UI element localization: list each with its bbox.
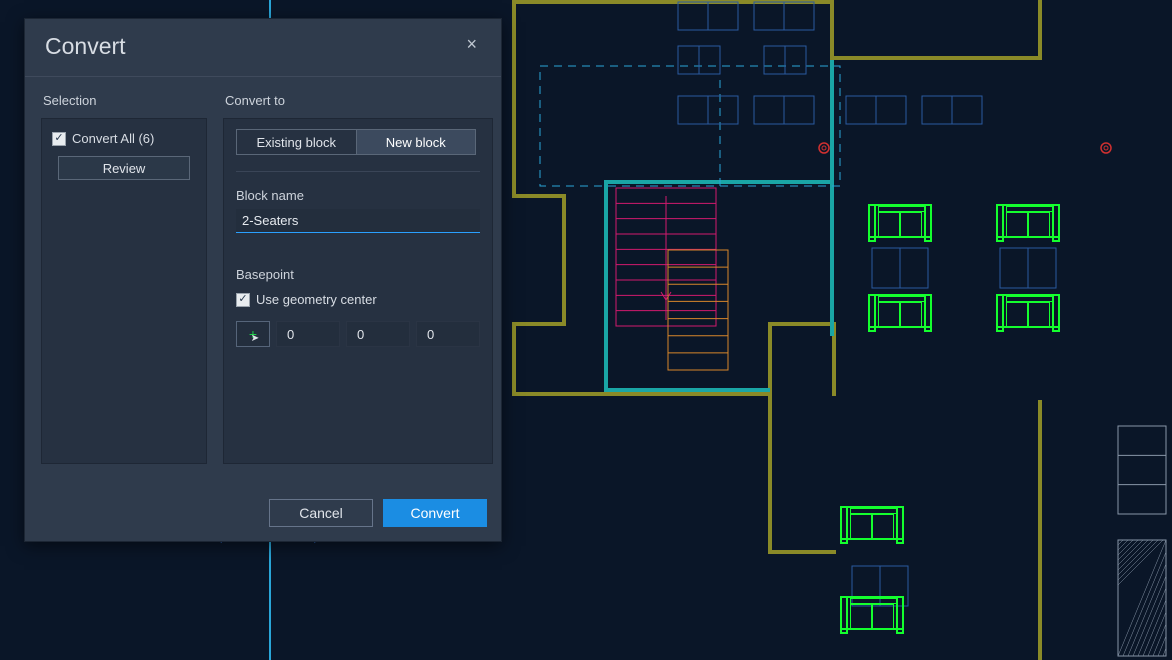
- use-geometry-center-checkbox[interactable]: ✓ Use geometry center: [236, 288, 480, 313]
- block-name-label: Block name: [236, 188, 480, 203]
- block-type-tabs: Existing block New block: [236, 129, 476, 155]
- cancel-button[interactable]: Cancel: [269, 499, 373, 527]
- dialog-header: Convert ×: [25, 19, 501, 77]
- checkmark-icon: ✓: [236, 293, 250, 307]
- pick-point-button[interactable]: + ➤: [236, 321, 270, 347]
- dialog-body: Selection ✓ Convert All (6) Review Conve…: [25, 77, 501, 489]
- close-icon[interactable]: ×: [462, 33, 481, 55]
- coord-x[interactable]: 0: [276, 321, 340, 347]
- convert-all-label: Convert All (6): [72, 131, 154, 146]
- basepoint-label: Basepoint: [236, 267, 480, 282]
- dialog-title: Convert: [45, 33, 126, 60]
- selected-sofa[interactable]: [840, 506, 904, 540]
- selected-sofa[interactable]: [996, 294, 1060, 328]
- selected-sofa[interactable]: [868, 204, 932, 238]
- basepoint-row: + ➤ 0 0 0: [236, 321, 480, 347]
- selected-sofa[interactable]: [996, 204, 1060, 238]
- review-button[interactable]: Review: [58, 156, 190, 180]
- tab-existing-block[interactable]: Existing block: [236, 129, 356, 155]
- use-center-label: Use geometry center: [256, 292, 377, 307]
- selected-sofa[interactable]: [868, 294, 932, 328]
- checkmark-icon: ✓: [52, 132, 66, 146]
- dialog-footer: Cancel Convert: [25, 489, 501, 541]
- cursor-arrow-icon: ➤: [251, 333, 259, 344]
- tab-new-block[interactable]: New block: [356, 129, 477, 155]
- block-name-input[interactable]: [236, 209, 480, 233]
- convert-all-checkbox[interactable]: ✓ Convert All (6): [52, 119, 196, 156]
- selection-label: Selection: [41, 93, 213, 118]
- convert-dialog: Convert × Selection ✓ Convert All (6) Re…: [24, 18, 502, 542]
- convert-to-label: Convert to: [223, 93, 493, 118]
- coord-z[interactable]: 0: [416, 321, 480, 347]
- coord-y[interactable]: 0: [346, 321, 410, 347]
- convert-button[interactable]: Convert: [383, 499, 487, 527]
- selected-sofa[interactable]: [840, 596, 904, 630]
